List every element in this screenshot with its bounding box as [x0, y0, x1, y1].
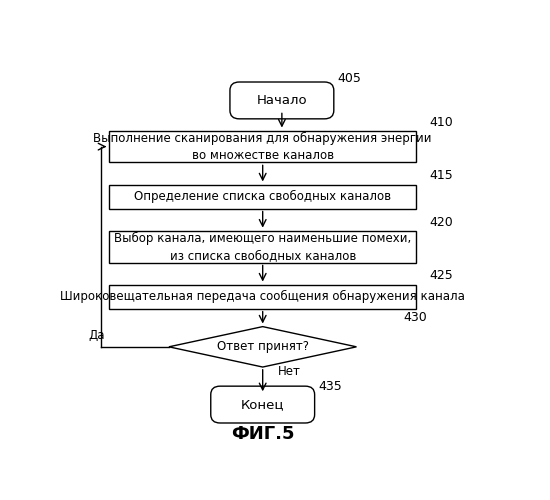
Text: 435: 435: [318, 380, 342, 393]
Text: 415: 415: [429, 169, 453, 182]
Text: 405: 405: [337, 72, 361, 85]
Text: 425: 425: [429, 269, 453, 282]
Text: Ответ принят?: Ответ принят?: [217, 340, 309, 353]
FancyBboxPatch shape: [230, 82, 334, 119]
Text: 430: 430: [403, 310, 427, 324]
Text: 420: 420: [429, 216, 453, 230]
Bar: [109, 285, 416, 308]
Text: Выполнение сканирования для обнаружения энергии
во множестве каналов: Выполнение сканирования для обнаружения …: [94, 132, 432, 162]
Polygon shape: [169, 326, 356, 367]
Text: Широковещательная передача сообщения обнаружения канала: Широковещательная передача сообщения обн…: [60, 290, 465, 304]
Bar: [109, 231, 416, 262]
FancyBboxPatch shape: [211, 386, 315, 423]
Text: Выбор канала, имеющего наименьшие помехи,
из списка свободных каналов: Выбор канала, имеющего наименьшие помехи…: [114, 232, 411, 262]
Text: Нет: Нет: [278, 366, 300, 378]
Text: ФИГ.5: ФИГ.5: [231, 425, 294, 443]
Text: Начало: Начало: [256, 94, 307, 107]
Bar: [109, 184, 416, 208]
Bar: [109, 131, 416, 162]
Text: Определение списка свободных каналов: Определение списка свободных каналов: [134, 190, 391, 203]
Text: 410: 410: [429, 116, 453, 130]
Text: Да: Да: [88, 329, 104, 342]
Text: Конец: Конец: [241, 398, 284, 411]
